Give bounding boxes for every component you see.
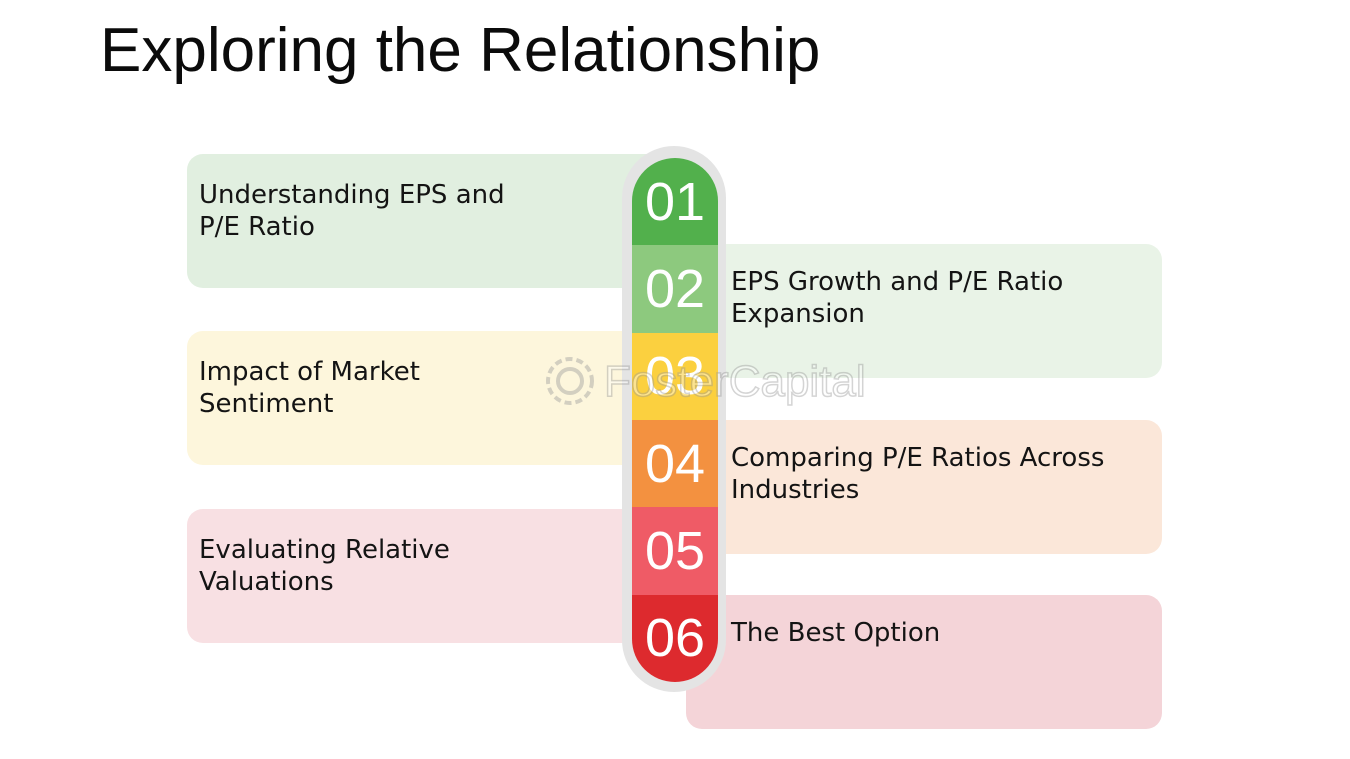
step-number-2: 02 [632,245,718,333]
step-card-4: Comparing P/E Ratios Across Industries [686,420,1162,554]
step-card-2: EPS Growth and P/E Ratio Expansion [686,244,1162,378]
step-number-1: 01 [632,158,718,246]
step-card-6: The Best Option [686,595,1162,729]
step-card-3: Impact of Market Sentiment [187,331,663,465]
step-card-5: Evaluating Relative Valuations [187,509,663,643]
step-label-3: Impact of Market Sentiment [199,357,420,419]
step-number-5: 05 [632,507,718,595]
step-label-5: Evaluating Relative Valuations [199,535,450,597]
step-label-6: The Best Option [731,618,941,648]
step-number-6: 06 [632,594,718,682]
number-column: 01 02 03 04 05 06 [632,158,718,682]
step-label-4: Comparing P/E Ratios Across Industries [731,443,1105,505]
step-label-1: Understanding EPS and P/E Ratio [199,180,505,242]
step-number-4: 04 [632,419,718,508]
page-title: Exploring the Relationship [100,16,821,85]
step-card-1: Understanding EPS and P/E Ratio [187,154,663,288]
step-number-3: 03 [632,332,718,420]
step-label-2: EPS Growth and P/E Ratio Expansion [731,267,1064,329]
